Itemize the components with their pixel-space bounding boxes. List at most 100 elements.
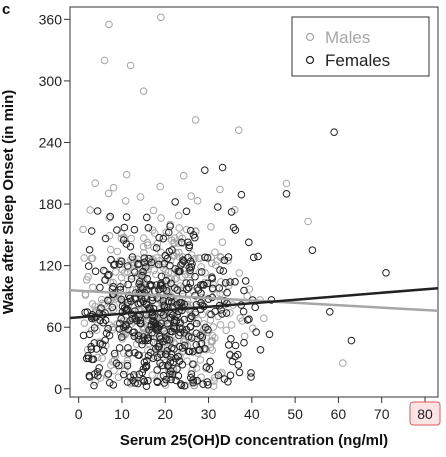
data-point bbox=[105, 379, 114, 387]
data-point bbox=[231, 341, 240, 350]
data-point bbox=[86, 206, 94, 214]
data-point bbox=[179, 171, 188, 180]
data-point bbox=[249, 253, 258, 262]
data-point bbox=[170, 345, 178, 353]
data-point bbox=[182, 279, 190, 287]
data-point bbox=[186, 226, 195, 235]
fit-lines bbox=[69, 286, 439, 320]
data-point bbox=[308, 246, 317, 254]
data-point bbox=[138, 271, 146, 280]
data-point bbox=[201, 269, 209, 277]
data-point bbox=[92, 326, 101, 334]
data-point bbox=[164, 361, 172, 369]
data-point bbox=[87, 227, 96, 235]
data-point bbox=[89, 283, 97, 292]
data-point bbox=[177, 381, 186, 390]
data-point bbox=[147, 321, 155, 329]
data-point bbox=[243, 316, 252, 324]
data-point bbox=[148, 281, 156, 290]
data-point bbox=[108, 303, 117, 312]
y-tick-label: 360 bbox=[39, 11, 63, 27]
x-tick-label: 10 bbox=[114, 406, 130, 422]
data-point bbox=[382, 269, 390, 277]
data-point bbox=[104, 296, 112, 305]
data-point bbox=[155, 285, 163, 294]
data-point bbox=[128, 253, 137, 261]
data-point bbox=[175, 324, 184, 332]
data-point bbox=[149, 316, 157, 325]
data-point bbox=[105, 331, 114, 340]
data-point bbox=[260, 314, 268, 323]
panel-letter: c bbox=[2, 1, 10, 18]
data-point bbox=[223, 288, 231, 297]
data-point bbox=[136, 316, 144, 325]
data-point bbox=[144, 224, 153, 232]
y-tick-label: 120 bbox=[39, 258, 63, 274]
data-point bbox=[96, 283, 104, 292]
data-point bbox=[120, 349, 128, 357]
series-females-points bbox=[79, 128, 390, 391]
data-point bbox=[90, 381, 98, 390]
data-point bbox=[162, 375, 170, 384]
data-point bbox=[176, 380, 185, 388]
data-point bbox=[167, 327, 175, 336]
data-point bbox=[113, 247, 122, 256]
data-point bbox=[163, 343, 172, 351]
data-point bbox=[241, 277, 250, 285]
data-point bbox=[187, 192, 195, 200]
data-point bbox=[184, 283, 193, 292]
data-point bbox=[150, 266, 158, 275]
data-point bbox=[174, 211, 183, 220]
x-axis: 0 10 20 30 40 50 60 70 80 bbox=[75, 397, 441, 426]
data-point bbox=[155, 233, 163, 242]
data-point bbox=[130, 225, 139, 234]
data-point bbox=[204, 381, 212, 389]
data-point bbox=[100, 56, 109, 65]
data-point bbox=[216, 266, 224, 274]
data-point bbox=[143, 286, 151, 294]
data-point bbox=[88, 300, 97, 308]
data-point bbox=[193, 197, 202, 205]
data-point bbox=[173, 286, 182, 294]
data-point bbox=[123, 262, 132, 270]
data-point bbox=[97, 304, 105, 312]
data-point bbox=[127, 275, 136, 283]
data-point bbox=[173, 300, 181, 309]
data-point bbox=[206, 316, 215, 324]
data-point bbox=[174, 372, 183, 380]
data-point bbox=[227, 208, 236, 216]
data-point bbox=[182, 225, 191, 234]
x-tick-label: 70 bbox=[374, 406, 390, 422]
data-point bbox=[80, 319, 89, 328]
data-point bbox=[132, 340, 141, 349]
data-point bbox=[224, 378, 232, 386]
data-point bbox=[214, 371, 223, 380]
data-point bbox=[99, 347, 108, 355]
data-point bbox=[105, 270, 113, 279]
data-point bbox=[79, 331, 88, 340]
data-point bbox=[79, 225, 87, 234]
data-point bbox=[85, 330, 94, 339]
data-point bbox=[167, 275, 176, 283]
data-point bbox=[110, 301, 118, 310]
data-point bbox=[139, 87, 148, 95]
data-point bbox=[223, 299, 231, 308]
data-point bbox=[193, 376, 201, 385]
data-point bbox=[216, 185, 224, 194]
data-point bbox=[122, 305, 131, 313]
data-point bbox=[215, 284, 223, 292]
data-point bbox=[170, 238, 178, 247]
data-point bbox=[145, 254, 153, 263]
data-point bbox=[113, 226, 121, 234]
data-point bbox=[326, 308, 334, 316]
data-point bbox=[96, 339, 104, 348]
data-point bbox=[245, 238, 253, 247]
data-point bbox=[140, 254, 149, 262]
data-point bbox=[85, 371, 94, 380]
data-point bbox=[166, 261, 174, 270]
y-axis: 0 60 120 180 240 300 360 bbox=[39, 11, 70, 397]
data-point bbox=[229, 223, 238, 232]
data-point bbox=[161, 350, 170, 359]
data-point bbox=[251, 303, 259, 312]
data-point bbox=[211, 334, 219, 342]
